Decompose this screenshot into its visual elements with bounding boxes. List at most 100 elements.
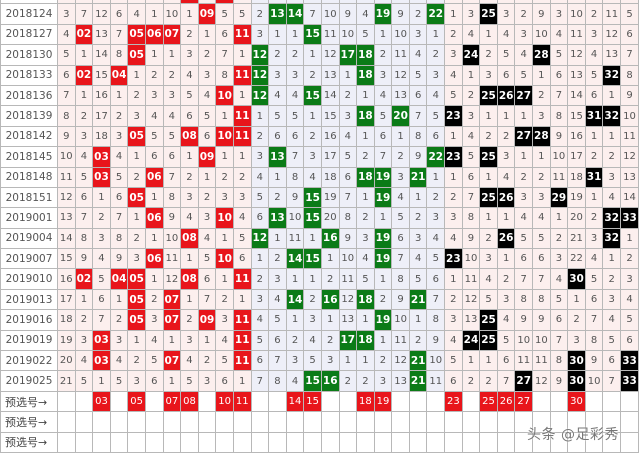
prediction-empty-cell[interactable]: [602, 431, 621, 453]
prediction-empty-cell[interactable]: [320, 411, 340, 433]
prediction-pick-cell[interactable]: 19: [373, 390, 393, 413]
prediction-empty-cell[interactable]: [496, 411, 516, 433]
prediction-empty-cell[interactable]: [408, 390, 428, 413]
prediction-empty-cell[interactable]: [567, 431, 586, 453]
prediction-empty-cell[interactable]: [356, 411, 375, 433]
prediction-empty-cell[interactable]: [109, 411, 129, 433]
prediction-empty-cell[interactable]: [197, 390, 217, 413]
prediction-empty-cell[interactable]: [461, 390, 481, 413]
prediction-empty-cell[interactable]: [232, 411, 252, 433]
prediction-empty-cell[interactable]: [373, 411, 393, 433]
prediction-empty-cell[interactable]: [57, 390, 76, 413]
prediction-pick-cell[interactable]: 25: [479, 390, 498, 413]
prediction-pick-cell[interactable]: 14: [285, 390, 305, 413]
prediction-empty-cell[interactable]: [303, 411, 322, 433]
miss-count-cell: 8: [74, 227, 94, 250]
prediction-empty-cell[interactable]: [444, 411, 463, 433]
prediction-empty-cell[interactable]: [320, 390, 340, 413]
prediction-empty-cell[interactable]: [285, 431, 305, 453]
prediction-empty-cell[interactable]: [479, 411, 498, 433]
prediction-empty-cell[interactable]: [426, 390, 446, 413]
prediction-empty-cell[interactable]: [109, 431, 129, 453]
prediction-empty-cell[interactable]: [602, 411, 621, 433]
prediction-empty-cell[interactable]: [162, 431, 182, 453]
prediction-empty-cell[interactable]: [109, 390, 129, 413]
miss-count-cell: 4: [180, 350, 199, 372]
prediction-pick-cell[interactable]: 27: [514, 390, 534, 413]
prediction-pick-cell[interactable]: 26: [496, 390, 516, 413]
prediction-empty-cell[interactable]: [250, 411, 270, 433]
prediction-pick-cell[interactable]: 08: [180, 390, 199, 413]
prediction-empty-cell[interactable]: [92, 431, 111, 453]
prediction-empty-cell[interactable]: [620, 411, 639, 433]
prediction-empty-cell[interactable]: [461, 431, 481, 453]
prediction-empty-cell[interactable]: [338, 390, 358, 413]
prediction-empty-cell[interactable]: [338, 431, 358, 453]
prediction-empty-cell[interactable]: [567, 411, 586, 433]
prediction-empty-cell[interactable]: [391, 431, 410, 453]
prediction-empty-cell[interactable]: [338, 411, 358, 433]
prediction-empty-cell[interactable]: [144, 390, 164, 413]
prediction-empty-cell[interactable]: [92, 411, 111, 433]
prediction-empty-cell[interactable]: [127, 431, 146, 453]
prediction-empty-cell[interactable]: [391, 411, 410, 433]
prediction-empty-cell[interactable]: [620, 390, 639, 413]
prediction-empty-cell[interactable]: [408, 431, 428, 453]
prediction-empty-cell[interactable]: [57, 431, 76, 453]
prediction-pick-cell[interactable]: 10: [215, 390, 234, 413]
prediction-empty-cell[interactable]: [74, 411, 94, 433]
prediction-empty-cell[interactable]: [74, 390, 94, 413]
prediction-empty-cell[interactable]: [426, 411, 446, 433]
prediction-empty-cell[interactable]: [408, 411, 428, 433]
prediction-empty-cell[interactable]: [620, 431, 639, 453]
prediction-empty-cell[interactable]: [496, 431, 516, 453]
prediction-empty-cell[interactable]: [250, 431, 270, 453]
prediction-empty-cell[interactable]: [444, 431, 463, 453]
prediction-empty-cell[interactable]: [320, 431, 340, 453]
prediction-pick-cell[interactable]: 18: [356, 390, 375, 413]
prediction-empty-cell[interactable]: [268, 431, 287, 453]
prediction-empty-cell[interactable]: [127, 411, 146, 433]
prediction-empty-cell[interactable]: [268, 411, 287, 433]
prediction-empty-cell[interactable]: [532, 431, 551, 453]
prediction-empty-cell[interactable]: [549, 390, 569, 413]
prediction-empty-cell[interactable]: [74, 431, 94, 453]
prediction-pick-cell[interactable]: 23: [444, 390, 463, 413]
prediction-pick-cell[interactable]: 03: [92, 390, 111, 413]
prediction-pick-cell[interactable]: 30: [567, 390, 586, 413]
prediction-empty-cell[interactable]: [57, 411, 76, 433]
prediction-empty-cell[interactable]: [268, 390, 287, 413]
prediction-empty-cell[interactable]: [250, 390, 270, 413]
prediction-empty-cell[interactable]: [602, 390, 621, 413]
prediction-empty-cell[interactable]: [180, 431, 199, 453]
miss-count-cell: 3: [584, 227, 604, 250]
prediction-empty-cell[interactable]: [232, 431, 252, 453]
prediction-empty-cell[interactable]: [356, 431, 375, 453]
prediction-empty-cell[interactable]: [197, 411, 217, 433]
prediction-empty-cell[interactable]: [426, 431, 446, 453]
prediction-empty-cell[interactable]: [532, 390, 551, 413]
miss-count-cell: 1: [391, 125, 410, 148]
prediction-empty-cell[interactable]: [373, 431, 393, 453]
prediction-empty-cell[interactable]: [303, 431, 322, 453]
prediction-empty-cell[interactable]: [215, 431, 234, 453]
hit-number-cell: 23: [444, 248, 463, 270]
prediction-empty-cell[interactable]: [162, 411, 182, 433]
prediction-empty-cell[interactable]: [479, 431, 498, 453]
prediction-empty-cell[interactable]: [461, 411, 481, 433]
prediction-pick-cell[interactable]: 11: [232, 390, 252, 413]
prediction-empty-cell[interactable]: [197, 431, 217, 453]
prediction-empty-cell[interactable]: [584, 390, 604, 413]
prediction-empty-cell[interactable]: [532, 411, 551, 433]
prediction-empty-cell[interactable]: [180, 411, 199, 433]
prediction-empty-cell[interactable]: [144, 431, 164, 453]
prediction-empty-cell[interactable]: [285, 411, 305, 433]
prediction-empty-cell[interactable]: [215, 411, 234, 433]
prediction-empty-cell[interactable]: [391, 390, 410, 413]
prediction-empty-cell[interactable]: [144, 411, 164, 433]
prediction-pick-cell[interactable]: 07: [162, 390, 182, 413]
prediction-pick-cell[interactable]: 05: [127, 390, 146, 413]
prediction-pick-cell[interactable]: 15: [303, 390, 322, 413]
hit-number-cell: 33: [620, 207, 639, 229]
prediction-empty-cell[interactable]: [514, 431, 534, 453]
